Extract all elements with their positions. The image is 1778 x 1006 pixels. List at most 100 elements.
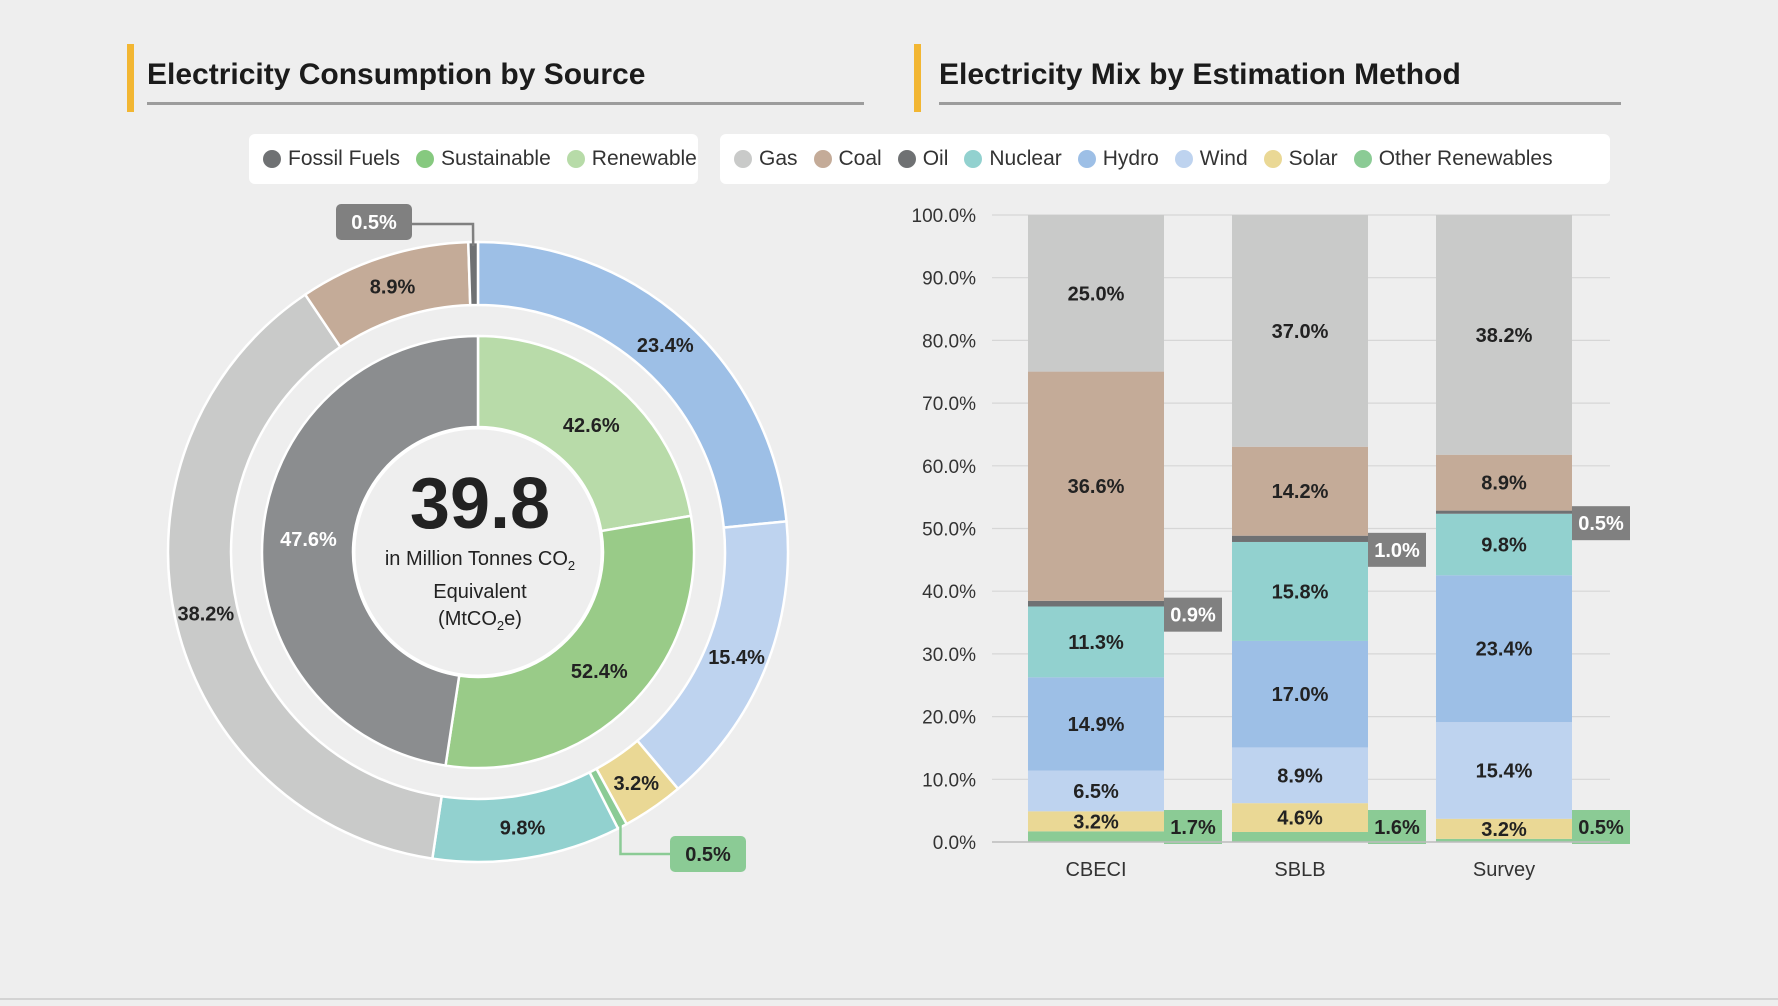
legend-label: Gas [759,147,798,170]
outer-label-gas: 38.2% [177,603,234,625]
y-tick-label: 50.0% [922,520,976,541]
bar-cbeci-oil [1028,600,1164,607]
donut-center: 39.8 in Million Tonnes CO2 Equivalent (M… [345,462,615,639]
bar-cbeci-hydro [1028,677,1164,771]
center-unit-3sub: 2 [496,618,505,633]
callout-line-oil [412,222,475,247]
legend-label: Fossil Fuels [288,147,401,170]
right-title-accent [914,44,921,112]
side-label-survey-oil: 0.5% [1578,513,1624,535]
legend-swatch-icon [416,150,435,168]
bar-sblb-other-renewables [1232,831,1368,842]
y-tick-label: 80.0% [922,331,976,352]
center-unit-line3: (MtCO2e) [345,606,615,639]
callout-label-oil: 0.5% [351,212,397,234]
bar-label-survey-hydro: 23.4% [1476,639,1533,661]
legend-label: Renewable [591,147,697,170]
bar-survey-oil [1436,510,1572,514]
right-legend-item-hydro: Hydro [1077,147,1159,171]
bar-label-sblb-gas: 37.0% [1272,321,1329,343]
bottom-divider [0,998,1778,1000]
outer-label-nuclear: 9.8% [500,817,546,839]
y-tick-label: 100.0% [912,206,977,227]
side-label-sblb-other-renewables: 1.6% [1374,817,1420,839]
legend-label: Nuclear [989,147,1062,170]
side-label-cbeci-other-renewables: 1.7% [1170,817,1216,839]
side-box-survey-oil [1572,506,1630,541]
bar-label-sblb-nuclear: 15.8% [1272,581,1329,603]
right-legend-item-gas: Gas [734,147,798,171]
side-box-cbeci-other-renewables [1164,810,1222,844]
right-legend-item-coal: Coal [813,147,882,171]
bar-label-cbeci-hydro: 14.9% [1068,714,1125,736]
bar-cbeci-other-renewables [1028,831,1164,842]
outer-label-coal: 8.9% [370,276,416,298]
bar-cbeci-wind [1028,770,1164,812]
legend-swatch-icon [734,150,752,168]
bar-sblb-oil [1232,535,1368,542]
y-tick-label: 60.0% [922,457,976,478]
left-legend: Fossil Fuels Sustainable Renewable [249,134,698,184]
bar-label-survey-wind: 15.4% [1476,760,1533,782]
inner-label-fossil-fuels: 47.6% [280,529,337,551]
callout-label-other-renewables: 0.5% [685,844,731,866]
legend-swatch-icon [964,150,983,168]
legend-swatch-icon [813,150,832,168]
side-label-cbeci-oil: 0.9% [1170,605,1216,627]
bar-label-survey-coal: 8.9% [1481,473,1527,495]
y-tick-label: 10.0% [922,770,976,791]
bar-sblb-hydro [1232,640,1368,748]
y-tick-label: 70.0% [922,394,976,415]
bar-label-cbeci-coal: 36.6% [1068,476,1125,498]
left-legend-item-fossil-fuels: Fossil Fuels [263,147,400,171]
legend-swatch-icon [566,150,585,168]
bar-sblb-nuclear [1232,541,1368,641]
y-tick-label: 0.0% [933,833,976,854]
y-tick-label: 40.0% [922,582,976,603]
bar-label-sblb-wind: 8.9% [1277,765,1323,787]
outer-slice-gas [166,292,444,861]
bar-survey-hydro [1436,575,1572,723]
legend-swatch-icon [1263,150,1282,168]
x-category-label: SBLB [1274,859,1325,881]
left-title-accent [127,44,134,112]
bar-sblb-wind [1232,747,1368,804]
donut-chart: 42.6% 52.4% 47.6% 23.4% 15.4% 3.2% 9.8% 38.2% 8.… [166,204,790,872]
bar-label-cbeci-wind: 6.5% [1073,781,1119,803]
stacked-bar-chart: 0.0% 10.0% 20.0% 30.0% 40.0% 50.0% 60.0% 70.0% 8… [912,206,1630,881]
donut-hole [352,426,604,678]
bar-cbeci-solar [1028,811,1164,832]
callout-line-other-renewables [619,822,670,856]
side-label-sblb-oil: 1.0% [1374,540,1420,562]
legend-swatch-icon [263,150,281,168]
right-legend: Gas Coal Oil Nuclear Hydro Wind Solar Other Ren… [720,134,1610,184]
bar-sblb-coal [1232,446,1368,536]
bar-survey-wind [1436,722,1572,819]
callout-box-oil [336,204,412,240]
left-chart-title: Electricity Consumption by Source [147,58,646,91]
bar-label-sblb-solar: 4.6% [1277,808,1323,830]
bar-cbeci-gas [1028,215,1164,372]
bar-sblb-gas [1232,215,1368,447]
center-unit-text: in Million Tonnes CO [384,548,568,570]
legend-swatch-icon [1353,150,1372,168]
legend-swatch-icon [1077,150,1096,168]
bar-label-sblb-hydro: 17.0% [1272,684,1329,706]
legend-swatch-icon [897,150,916,168]
y-tick-label: 20.0% [922,708,976,729]
center-unit-line2: Equivalent [433,581,527,603]
right-legend-item-wind: Wind [1174,147,1248,171]
outer-label-wind: 15.4% [708,647,765,669]
x-category-label: Survey [1473,859,1535,881]
right-legend-item-oil: Oil [897,147,948,171]
inner-label-renewable: 42.6% [563,415,620,437]
bar-label-survey-gas: 38.2% [1476,325,1533,347]
side-label-survey-other-renewables: 0.5% [1578,817,1624,839]
outer-label-solar: 3.2% [613,773,659,795]
bar-label-survey-nuclear: 9.8% [1481,535,1527,557]
legend-swatch-icon [1174,150,1193,168]
bar-label-survey-solar: 3.2% [1481,819,1527,841]
side-box-sblb-oil [1368,532,1426,567]
callout-box-other-renewables [670,836,746,872]
bar-survey-other-renewables [1436,838,1572,842]
